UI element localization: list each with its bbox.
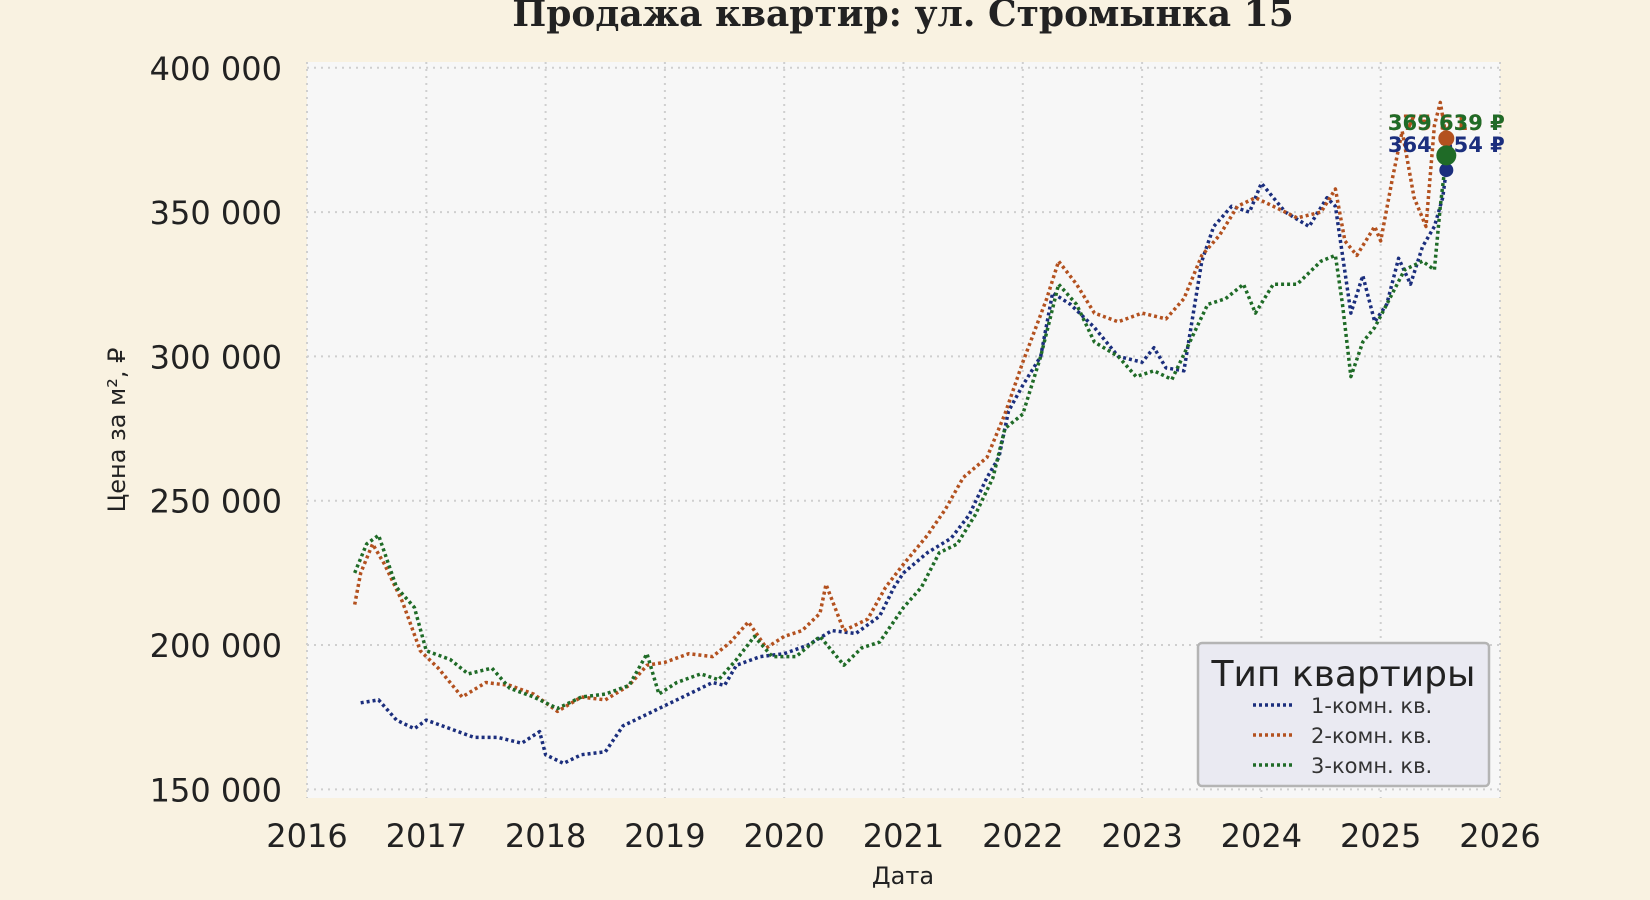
x-tick-label: 2017 <box>386 817 467 855</box>
legend-title: Тип квартиры <box>1211 654 1476 695</box>
y-axis-label: Цена за м², ₽ <box>103 348 131 513</box>
y-tick-label: 150 000 <box>150 771 282 809</box>
end-value-label-3: 369 639 ₽ <box>1388 111 1505 135</box>
legend-item-label-1: 1-комн. кв. <box>1311 694 1432 718</box>
x-tick-label: 2016 <box>266 817 347 855</box>
x-tick-label: 2023 <box>1101 817 1182 855</box>
x-tick-label: 2025 <box>1340 817 1421 855</box>
y-tick-label: 200 000 <box>150 627 282 665</box>
end-marker-2 <box>1438 130 1455 147</box>
y-tick-label: 250 000 <box>150 483 282 521</box>
end-marker-3 <box>1436 145 1457 166</box>
end-marker-1 <box>1439 163 1454 178</box>
legend-box <box>1196 641 1491 788</box>
end-markers: 364 554 ₽375 519 ₽369 639 ₽ <box>1388 111 1505 178</box>
x-tick-label: 2026 <box>1459 817 1540 855</box>
legend-items: 1-комн. кв. 2-комн. кв. 3-комн. кв. <box>1253 694 1432 778</box>
x-tick-label: 2020 <box>743 817 824 855</box>
series-line-3 <box>353 155 1449 711</box>
x-tick-label: 2024 <box>1221 817 1302 855</box>
legend-item-label-2: 2-комн. кв. <box>1311 724 1432 748</box>
series-lines <box>352 100 1449 766</box>
legend: Тип квартиры 1-комн. кв. 2-комн. кв. 3-ком… <box>1196 641 1491 788</box>
series-line-1 <box>360 169 1449 766</box>
x-axis-label: Дата <box>872 862 934 890</box>
x-tick-label: 2019 <box>624 817 705 855</box>
x-tick-label: 2018 <box>505 817 586 855</box>
legend-item-label-3: 3-комн. кв. <box>1311 754 1432 778</box>
x-tick-label: 2022 <box>982 817 1063 855</box>
chart-title: Продажа квартир: ул. Стромынка 15 <box>512 0 1294 35</box>
y-tick-label: 350 000 <box>150 194 282 232</box>
y-tick-label: 300 000 <box>150 338 282 376</box>
x-tick-label: 2021 <box>863 817 944 855</box>
y-tick-label: 400 000 <box>150 50 282 88</box>
tick-labels: 2016 2017 2018 2019 2020 2021 2022 2023 2024 2025… <box>150 50 1541 855</box>
end-value-label-2: 375 519 ₽ <box>1388 111 1505 135</box>
